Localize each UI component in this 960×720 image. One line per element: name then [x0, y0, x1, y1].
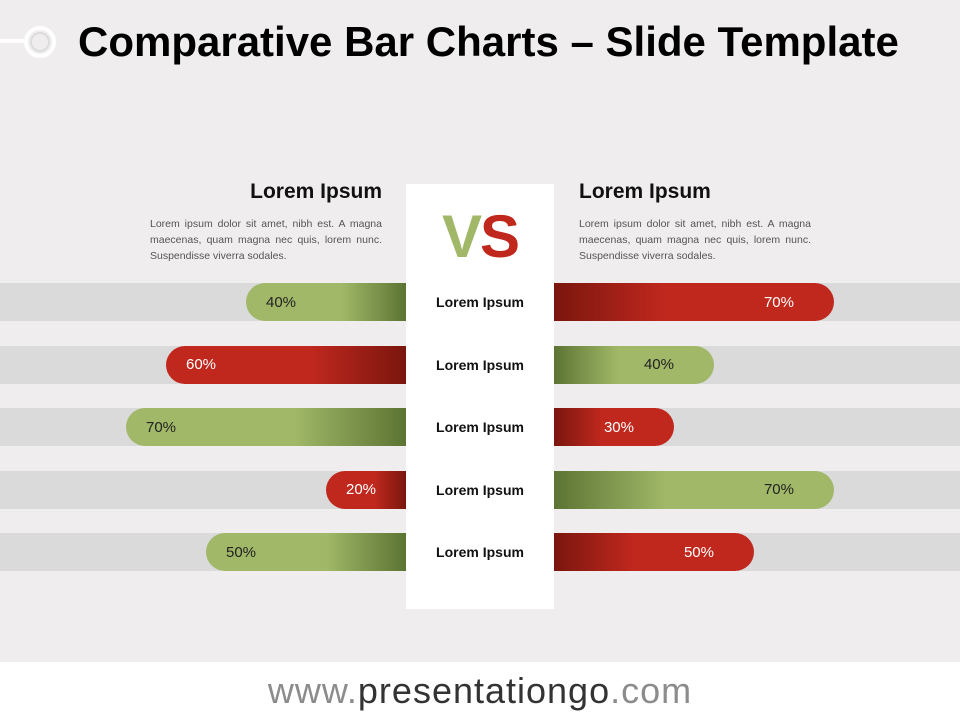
category-label: Lorem Ipsum: [436, 544, 524, 560]
footer-prefix: www.: [267, 670, 358, 711]
category-label: Lorem Ipsum: [436, 481, 524, 498]
vs-label: VS: [406, 202, 554, 272]
footer-url: www.presentationgo.com: [0, 662, 960, 720]
left-bar-value-label: 60%: [186, 356, 217, 373]
category-label: Lorem Ipsum: [436, 294, 524, 310]
center-panel: [406, 184, 554, 609]
left-bar: 20%: [326, 470, 406, 509]
footer-brand: presentationgo: [357, 670, 611, 711]
left-heading: Lorem Ipsum: [250, 180, 382, 203]
footer-suffix: .com: [610, 670, 693, 711]
circle-pointer-icon: [0, 26, 56, 58]
slide-title: Comparative Bar Charts – Slide Template: [78, 18, 899, 65]
category-label: Lorem Ipsum: [436, 419, 524, 435]
vs-letter-s: S: [480, 203, 520, 270]
left-bar: 40%: [246, 283, 406, 321]
right-description: Lorem ipsum dolor sit amet, nibh est. A …: [579, 218, 811, 262]
vs-letter-v: V: [441, 203, 482, 270]
left-bar: 70%: [126, 408, 406, 446]
left-bar: 60%: [166, 345, 406, 384]
right-bar: 40%: [554, 345, 714, 384]
right-heading: Lorem Ipsum: [579, 180, 711, 203]
right-bar: 30%: [554, 408, 674, 446]
left-bar-value-label: 40%: [266, 293, 297, 311]
right-bar-value-label: 40%: [643, 356, 674, 373]
left-bar-value-label: 50%: [226, 543, 257, 561]
right-bar: 70%: [554, 283, 834, 321]
left-bar-value-label: 70%: [146, 418, 177, 436]
right-bar-value-label: 70%: [763, 293, 794, 311]
right-bar: 50%: [554, 533, 754, 571]
left-bar-value-label: 20%: [346, 481, 377, 498]
right-bar-value-label: 30%: [603, 418, 634, 436]
left-bar: 50%: [206, 533, 406, 571]
slide: Comparative Bar Charts – Slide Template …: [0, 18, 960, 609]
right-bar-value-label: 70%: [763, 481, 794, 498]
right-bar-value-label: 50%: [683, 543, 714, 561]
left-description: Lorem ipsum dolor sit amet, nibh est. A …: [150, 218, 382, 262]
category-label: Lorem Ipsum: [436, 356, 524, 373]
right-bar: 70%: [554, 470, 834, 509]
